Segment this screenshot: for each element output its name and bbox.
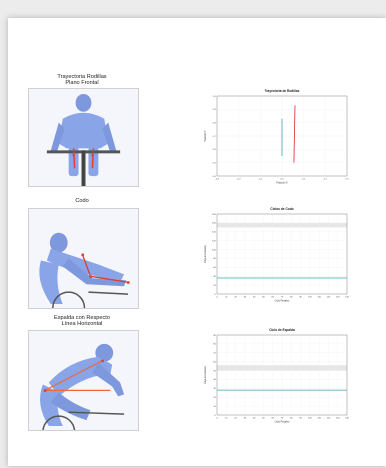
plot-frame [216,95,348,177]
x-tick-label: 50 [262,296,265,298]
x-tick-label: 90 [299,296,302,298]
x-tick-label: 30 [244,417,247,419]
x-tick-label: 50 [262,417,265,419]
cyclist-frontal-view-icon [29,89,138,186]
y-tick-label: 1.0 [213,96,217,98]
x-tick-label: 60 [271,417,274,419]
y-tick-label: 80 [213,258,216,260]
section-title-back: Espalda con Respecto Línea Horizontal [54,315,110,327]
report-page: Trayectoria Rodillas Plano Frontal Traye… [8,18,386,466]
x-tick-label: 100 [308,296,312,298]
x-tick-label: 0.3 [345,178,349,180]
x-tick-label: 0 [216,296,218,298]
x-tick-label: 80 [290,417,293,419]
series-line [293,105,296,163]
y-tick-label: 20 [213,285,216,287]
chart-title: Ciclo de Espalda [269,328,295,332]
x-tick-label: 80 [290,296,293,298]
cyclist-frontal-image [28,88,139,187]
y-tick-label: 60 [213,361,216,363]
x-axis-label: Posición X [276,182,288,185]
x-tick-label: 40 [253,296,256,298]
x-tick-label: 10 [225,296,228,298]
cyclist-side-view-back-icon [29,331,138,430]
y-tick-label: 30 [213,388,216,390]
back-cycle-chart: Ciclo de Espalda 0 10 20 30 40 50 60 70 80 90 100 11… [201,325,353,433]
x-tick-label: -0.2 [237,178,242,180]
y-tick-label: 160 [212,223,216,225]
y-axis-label: Posición Y [204,130,207,142]
x-tick-label: 60 [271,296,274,298]
chart-title: Ciclos de Codo [270,207,293,211]
y-tick-label: 50 [213,370,216,372]
y-tick-label: 100 [212,249,216,251]
y-tick-label: 0.9 [213,109,217,111]
x-tick-label: 30 [244,296,247,298]
y-tick-label: 140 [212,232,216,234]
x-tick-label: 110 [317,417,321,419]
x-tick-label: -0.1 [258,178,263,180]
y-tick-label: 70 [213,353,216,355]
x-tick-label: 120 [327,296,331,298]
x-tick-label: 110 [317,296,321,298]
y-axis-label: Ángulo (Grados) [204,245,207,263]
x-tick-label: 0 [216,417,218,419]
x-tick-label: 20 [234,296,237,298]
cyclist-side-view-elbow-icon [29,209,138,308]
x-tick-label: 130 [336,296,340,298]
x-tick-label: 130 [336,417,340,419]
y-tick-label: 60 [213,267,216,269]
x-tick-label: 0.1 [302,178,306,180]
y-tick-label: 40 [213,379,216,381]
x-tick-label: 0.0 [280,178,284,180]
elbow-cycles-chart: Ciclos de Codo 0 10 20 30 40 50 60 70 80 90 100 110 1… [201,204,353,312]
y-tick-label: 0.4 [213,176,217,178]
x-tick-label: 120 [327,417,331,419]
x-axis-label: Ciclo Pedaleo [275,300,290,303]
x-tick-label: 20 [234,417,237,419]
x-tick-label: -0.3 [215,178,220,180]
y-tick-label: 120 [212,240,216,242]
knee-trajectory-chart: Trayectoria de Rodillas -0.3 -0.2 -0.1 0.0 0.… [201,86,353,194]
x-tick-label: 0.2 [324,178,328,180]
y-tick-label: 0.7 [213,136,217,138]
x-axis-label: Ciclo Pedaleo [275,421,290,424]
y-tick-label: 40 [213,276,216,278]
x-tick-label: 100 [308,417,312,419]
x-tick-label: 10 [225,417,228,419]
plot-frame [216,213,348,295]
x-tick-label: 140 [345,296,349,298]
y-tick-label: 180 [212,214,216,216]
y-tick-label: 0.6 [213,149,217,151]
cyclist-elbow-image [28,208,139,309]
cyclist-back-image [28,330,139,431]
section-title-knees: Trayectoria Rodillas Plano Frontal [57,74,107,86]
y-tick-label: 0 [215,294,217,296]
chart-title: Trayectoria de Rodillas [265,89,300,93]
y-axis-label: Ángulo (Grados) [204,366,207,384]
section-title-elbow: Codo [75,198,89,204]
y-tick-label: 0 [215,415,217,417]
x-tick-label: 140 [345,417,349,419]
y-tick-label: 90 [213,335,216,337]
y-tick-label: 20 [213,397,216,399]
y-tick-label: 80 [213,344,216,346]
y-tick-label: 10 [213,406,216,408]
y-tick-label: 0.8 [213,122,217,124]
x-tick-label: 40 [253,417,256,419]
plot-frame [216,334,348,416]
x-tick-label: 70 [281,296,284,298]
x-tick-label: 90 [299,417,302,419]
y-tick-label: 0.5 [213,162,217,164]
x-tick-label: 70 [281,417,284,419]
